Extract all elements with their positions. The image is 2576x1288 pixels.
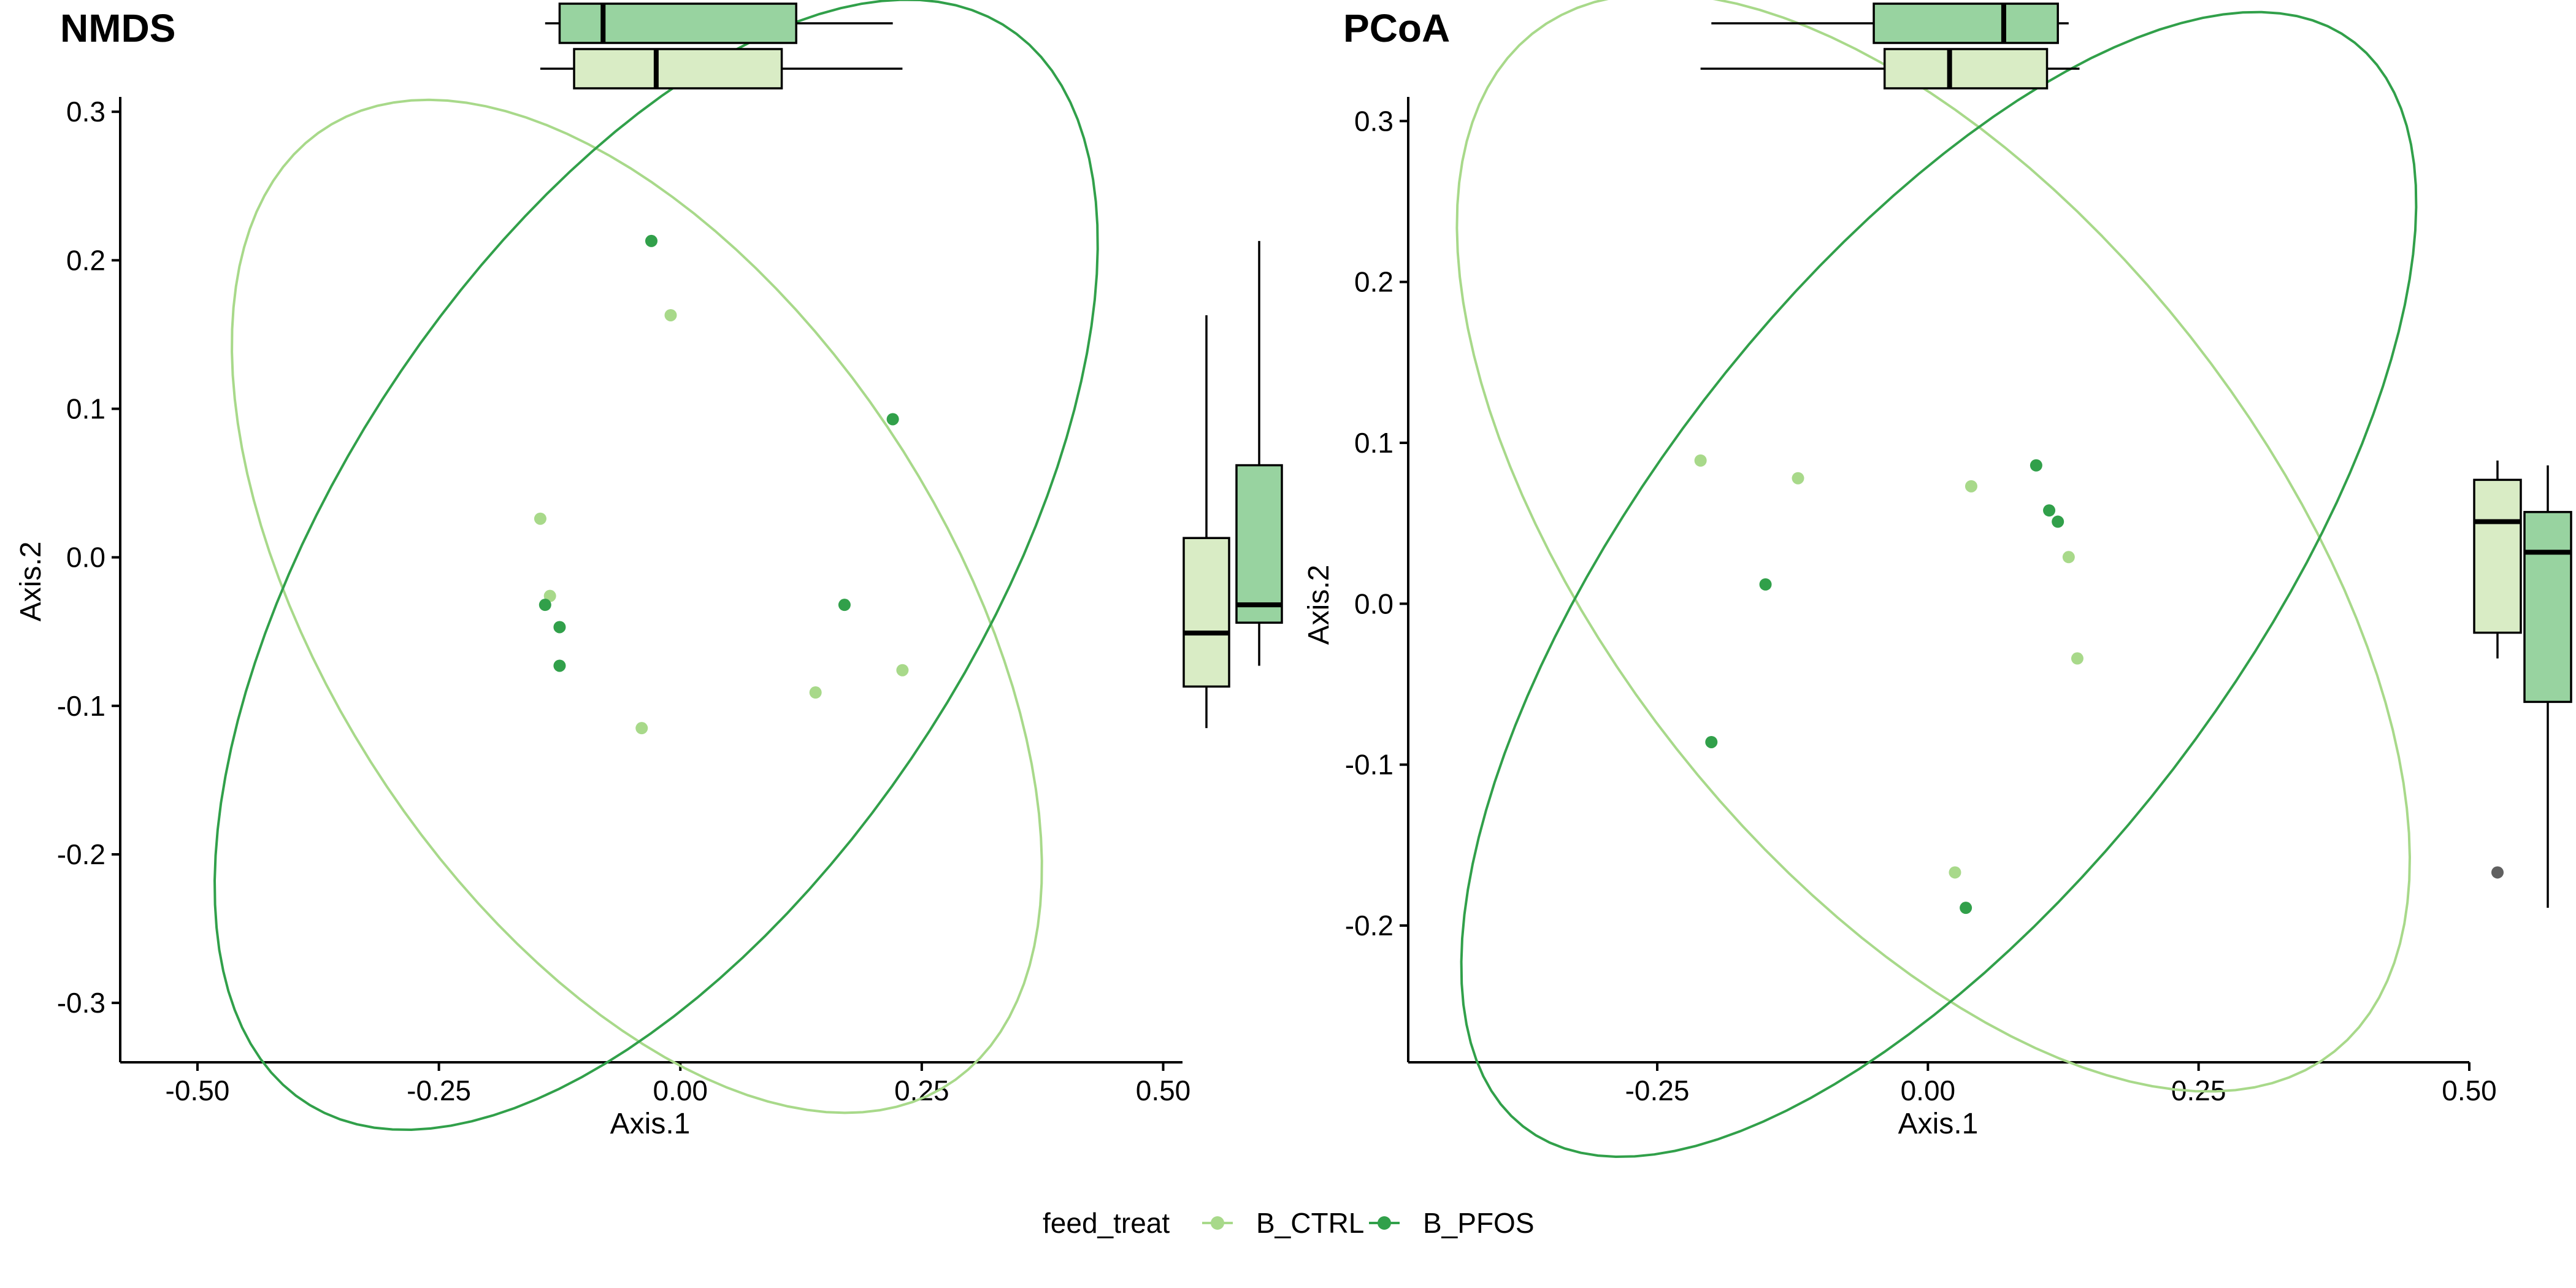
point-b-ctrl: [534, 512, 546, 525]
point-b-pfos: [1759, 578, 1772, 591]
point-b-ctrl: [1949, 866, 1961, 879]
ellipse-b-ctrl: [231, 98, 1043, 1114]
point-b-ctrl: [635, 722, 648, 735]
right-box-b-ctrl: [1183, 537, 1230, 688]
ellipse-b-ctrl: [1455, 0, 2412, 1093]
x-tick-label: -0.25: [407, 1075, 471, 1106]
legend-marker-b-ctrl: [1211, 1216, 1224, 1230]
point-b-ctrl: [1792, 472, 1804, 485]
x-tick-label: -0.50: [166, 1075, 230, 1106]
top-box-b-pfos: [558, 2, 797, 44]
x-axis-title: Axis.1: [1898, 1108, 1979, 1140]
right-box-b-pfos: [1235, 464, 1283, 624]
legend-key-b-ctrl: [1202, 1216, 1233, 1230]
x-tick-label: -0.25: [1625, 1075, 1690, 1106]
point-b-pfos: [1705, 735, 1718, 748]
y-tick-label: 0.3: [1354, 105, 1393, 137]
point-b-pfos: [886, 413, 899, 426]
point-b-ctrl: [1965, 480, 1977, 493]
right-box-b-ctrl: [2473, 478, 2522, 634]
point-b-pfos: [2043, 504, 2056, 517]
point-b-pfos: [539, 599, 551, 611]
panel-nmds: NMDS Axis.1 Axis.2 -0.50 -0.25 0.00 0.25 0.5…: [15, 0, 1283, 1140]
legend-key-b-pfos: [1369, 1216, 1400, 1230]
legend-title: feed_treat: [1043, 1207, 1170, 1239]
point-b-ctrl: [1694, 454, 1707, 467]
x-tick-label: 0.00: [653, 1075, 708, 1106]
nmds-plot-area: -0.50 -0.25 0.00 0.25 0.50 -0.3 -0.2 -0.1 0.0 0.1…: [57, 0, 1283, 1132]
legend-marker-b-pfos: [1378, 1216, 1391, 1230]
x-axis-title: Axis.1: [610, 1108, 691, 1140]
y-tick-label: 0.0: [1354, 588, 1393, 619]
top-box-b-ctrl: [1883, 48, 2049, 90]
y-tick-label: -0.1: [1345, 749, 1393, 781]
y-tick-label: 0.2: [66, 244, 105, 276]
point-b-pfos: [838, 599, 851, 611]
y-tick-label: -0.2: [1345, 910, 1393, 941]
legend-label-b-pfos: B_PFOS: [1423, 1207, 1535, 1239]
point-b-pfos: [2030, 459, 2042, 472]
y-tick-label: 0.0: [66, 542, 105, 573]
y-tick-label: 0.3: [66, 96, 105, 128]
point-b-pfos: [553, 621, 566, 634]
y-axis-title: Axis.2: [15, 542, 47, 622]
point-b-ctrl: [664, 309, 677, 321]
top-box-b-pfos: [1873, 2, 2059, 44]
pcoa-plot-area: -0.25 0.00 0.25 0.50-0.2-0.10.00.10.20.3: [1345, 0, 2572, 1159]
x-tick-label: 0.25: [894, 1075, 949, 1106]
legend: feed_treat B_CTRL B_PFOS: [1043, 1207, 1535, 1239]
legend-label-b-ctrl: B_CTRL: [1256, 1207, 1364, 1239]
point-b-pfos: [2052, 515, 2064, 528]
point-b-pfos: [645, 234, 657, 247]
x-tick-label: 0.50: [2442, 1075, 2497, 1106]
y-tick-label: -0.1: [57, 690, 105, 722]
y-tick-label: -0.3: [57, 987, 105, 1019]
y-tick-label: 0.1: [66, 393, 105, 425]
panel-pcoa: PCoA Axis.1 Axis.2 -0.25 0.00 0.25 0.50-0.2…: [1303, 0, 2572, 1159]
point-b-ctrl: [2071, 652, 2083, 665]
right-box-outlier-b-ctrl: [2491, 866, 2504, 879]
y-tick-label: 0.2: [1354, 266, 1393, 298]
point-b-ctrl: [809, 686, 822, 699]
panel-title: PCoA: [1343, 6, 1450, 50]
x-tick-label: 0.00: [1901, 1075, 1956, 1106]
point-b-pfos: [553, 659, 566, 672]
y-tick-label: -0.2: [57, 838, 105, 870]
point-b-ctrl: [2062, 551, 2075, 564]
point-b-pfos: [1960, 902, 1972, 914]
x-tick-label: 0.50: [1136, 1075, 1191, 1106]
top-box-b-ctrl: [573, 48, 783, 90]
right-box-b-pfos: [2523, 511, 2572, 703]
point-b-ctrl: [896, 664, 909, 677]
panel-title: NMDS: [60, 6, 175, 50]
y-axis-title: Axis.2: [1303, 565, 1335, 645]
y-tick-label: 0.1: [1354, 427, 1393, 459]
